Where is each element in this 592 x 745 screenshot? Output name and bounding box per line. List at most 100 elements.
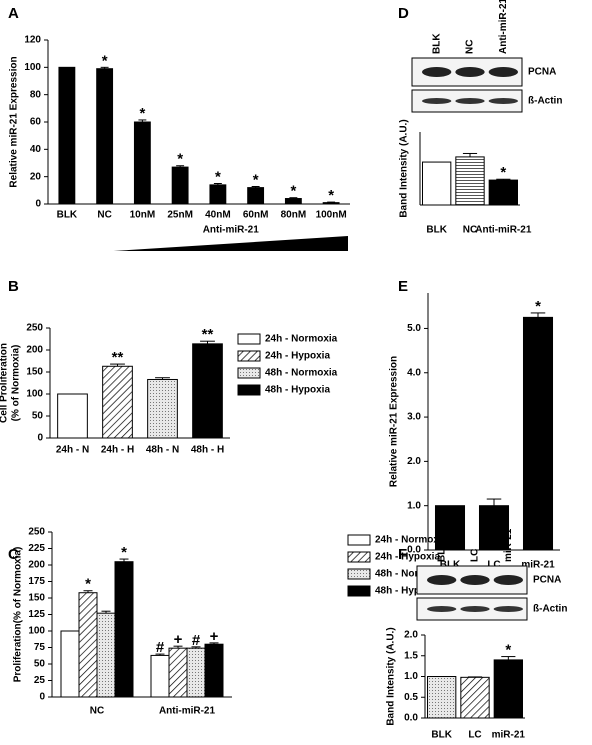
y-tick-label: 200 (28, 560, 45, 571)
bar (434, 505, 466, 551)
annotation: + (174, 631, 183, 648)
y-tick-label: 5.0 (407, 323, 421, 334)
legend-swatch (237, 333, 261, 345)
x-tick-label: Anti-miR-21 (475, 225, 532, 236)
lane-label: Anti-miR-21 (498, 0, 509, 54)
y-axis-label: Cell Proliferation (0, 343, 10, 423)
lane-label: LC (470, 549, 481, 562)
y-axis-label: Proliferation(% of Normoxia) (13, 547, 24, 683)
panel-letter: E (398, 278, 408, 295)
bar (133, 121, 151, 205)
y-axis-label: Band Intensity (A.U.) (386, 627, 397, 725)
blot-row-label: PCNA (528, 67, 556, 78)
legend-label: 48h - Normoxia (375, 569, 448, 580)
y-tick-label: 20 (30, 171, 42, 182)
panel-letter: D (398, 5, 409, 22)
blot-row-label: ß-Actin (533, 604, 567, 615)
annotation: # (192, 632, 201, 649)
y-tick-label: 50 (32, 411, 44, 422)
band (455, 67, 485, 77)
bar (455, 156, 485, 206)
y-tick-label: 0 (35, 199, 41, 210)
x-tick-label: NC (463, 225, 477, 236)
x-tick-label: 100nM (316, 210, 347, 221)
y-tick-label: 100 (26, 389, 43, 400)
x-tick-label: Anti-miR-21 (159, 706, 216, 717)
annotation: * (500, 164, 506, 181)
x-tick-label: NC (97, 210, 111, 221)
x-tick-label: miR-21 (492, 730, 526, 741)
x-tick-label: 60nM (243, 210, 269, 221)
x-tick-label: 24h - H (101, 445, 134, 456)
y-tick-label: 120 (24, 35, 41, 46)
annotation: * (535, 298, 541, 315)
x-tick-label: 25nM (167, 210, 193, 221)
bar (150, 654, 170, 698)
band (488, 67, 518, 77)
band (422, 67, 452, 77)
x-tick-label: miR-21 (521, 560, 555, 571)
annotation: + (210, 628, 219, 645)
x-tick-label: BLK (426, 225, 447, 236)
band (455, 98, 485, 104)
y-tick-label: 200 (26, 345, 43, 356)
annotation: * (328, 187, 334, 204)
x-tick-label: NC (90, 706, 104, 717)
band (460, 606, 490, 612)
annotation: * (121, 544, 127, 561)
bar (147, 378, 178, 439)
legend-label: 48h - Hypoxia (265, 385, 330, 396)
band (460, 575, 490, 585)
y-tick-label: 150 (28, 593, 45, 604)
panel-letter: B (8, 278, 19, 295)
legend-label: 24h - Hypoxia (375, 552, 440, 563)
lane-label: BLK (436, 541, 447, 562)
y-tick-label: 1.0 (404, 671, 418, 682)
legend-label: 24h - Normoxia (265, 334, 338, 345)
band (422, 98, 452, 104)
y-tick-label: 0.0 (404, 713, 418, 724)
legend-label: 48h - Normoxia (265, 368, 338, 379)
band (488, 98, 518, 104)
y-tick-label: 250 (26, 323, 43, 334)
bar (114, 561, 134, 698)
y-tick-label: 100 (28, 626, 45, 637)
bar (96, 68, 114, 205)
y-axis-label: Band Intensity (A.U.) (399, 119, 410, 217)
legend-swatch (237, 384, 261, 396)
blot-row-label: ß-Actin (528, 96, 562, 107)
annotation: ** (202, 326, 214, 343)
y-axis-label: Relative miR-21 Expression (9, 56, 20, 187)
annotation: * (215, 168, 221, 185)
y-tick-label: 25 (34, 675, 46, 686)
legend-swatch (347, 585, 371, 597)
legend-swatch (347, 568, 371, 580)
y-tick-label: 80 (30, 89, 42, 100)
band (493, 606, 523, 612)
y-axis-label: Relative miR-21 Expression (389, 356, 400, 487)
bar (102, 365, 133, 439)
legend-label: 24h - Normoxia (375, 535, 448, 546)
bar (478, 505, 510, 551)
legend-label: 24h - Hypoxia (265, 351, 330, 362)
y-tick-label: 3.0 (407, 412, 421, 423)
band (427, 606, 457, 612)
panel-letter: C (8, 546, 19, 563)
annotation: * (85, 576, 91, 593)
x-tick-label: 10nM (130, 210, 156, 221)
lane-label: NC (465, 40, 476, 54)
bar (204, 643, 224, 698)
legend-swatch (347, 534, 371, 546)
y-tick-label: 0 (39, 692, 45, 703)
blot-row-label: PCNA (533, 575, 561, 586)
y-tick-label: 4.0 (407, 367, 421, 378)
x-tick-label: 80nM (281, 210, 307, 221)
bar (493, 659, 523, 719)
y-tick-label: 1.5 (404, 650, 418, 661)
y-tick-label: 40 (30, 144, 42, 155)
bar (247, 187, 265, 205)
bar (422, 161, 452, 206)
wedge (113, 236, 348, 251)
x-tick-label: BLK (431, 730, 452, 741)
bar (460, 676, 490, 719)
